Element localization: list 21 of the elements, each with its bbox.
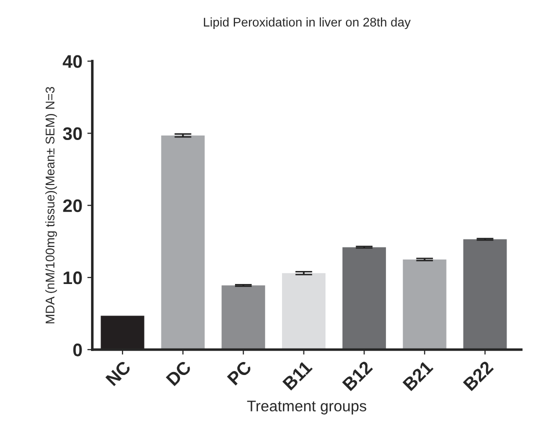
y-tick-label: 10	[64, 271, 82, 284]
x-tick-label: DC	[166, 360, 192, 386]
y-tick-label: 0	[73, 344, 82, 356]
bar	[282, 273, 326, 350]
chart-title: Lipid Peroxidation in liver on 28th day	[204, 17, 411, 30]
bar	[463, 239, 507, 350]
x-tick-label: B22	[462, 360, 494, 392]
bar	[342, 247, 386, 350]
x-tick-label: NC	[105, 360, 132, 386]
x-tick-label: PC	[226, 360, 252, 386]
y-tick-label: 30	[62, 127, 82, 140]
y-tick-label: 20	[63, 199, 82, 212]
x-tick-label: B12	[342, 360, 373, 392]
x-tick-label: B21	[402, 360, 434, 392]
y-axis-title: MDA (nM/100mg tissue)(Mean± SEM) N=3	[45, 87, 57, 324]
y-tick-label: 40	[62, 55, 82, 68]
x-tick-label: B11	[282, 360, 313, 390]
bar	[402, 259, 446, 350]
x-axis-title: Treatment groups	[247, 400, 366, 414]
bar	[222, 285, 266, 350]
bar	[161, 135, 205, 350]
